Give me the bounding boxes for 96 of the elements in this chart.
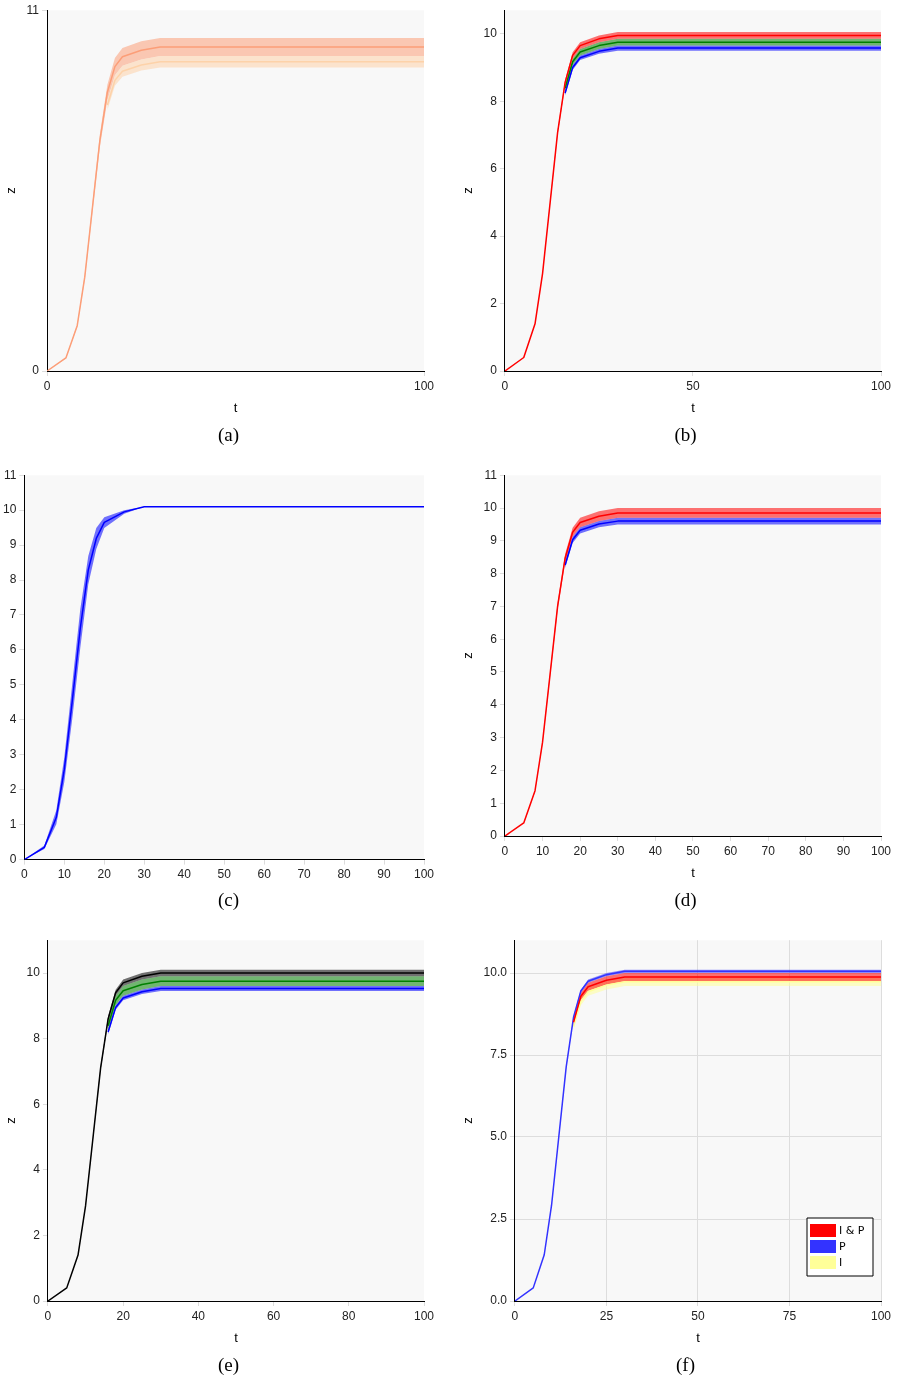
- x-tick-label: 100: [870, 1308, 892, 1323]
- y-tick-label: 9: [9, 537, 17, 552]
- y-tick-label: 8: [9, 572, 17, 587]
- x-tick-label: 100: [870, 378, 892, 393]
- y-tick-label: 3: [490, 729, 498, 744]
- x-tick-label: 100: [870, 843, 892, 858]
- y-tick-label: 5: [9, 677, 17, 692]
- y-tick-label: 9: [490, 533, 498, 548]
- x-tick-label: 25: [599, 1308, 614, 1323]
- y-tick-label: 0: [490, 828, 498, 843]
- x-tick-label: 0: [44, 1308, 52, 1323]
- x-tick-label: 100: [413, 867, 435, 882]
- y-axis-title: z: [3, 187, 19, 194]
- text: (f): [675, 1354, 696, 1376]
- y-tick-label: 0: [33, 1293, 41, 1308]
- y-tick-label: 8: [490, 565, 498, 580]
- y-tick-label: 11: [26, 2, 40, 17]
- x-axis-title: t: [234, 1329, 239, 1345]
- x-tick-label: 50: [686, 378, 700, 393]
- y-tick-label: 11: [3, 467, 17, 482]
- y-tick-label: 4: [490, 697, 498, 712]
- x-tick-label: 100: [413, 1308, 435, 1323]
- x-axis-title: t: [691, 399, 696, 415]
- y-tick-label: 6: [33, 1096, 41, 1111]
- y-axis-title: z: [460, 187, 476, 194]
- x-tick-label: 90: [377, 867, 392, 882]
- x-tick-label: 40: [177, 867, 192, 882]
- y-tick-label: 8: [490, 93, 498, 108]
- legend-label: I & P: [839, 1223, 865, 1237]
- x-tick-label: 30: [137, 867, 152, 882]
- x-tick-label: 20: [116, 1308, 131, 1323]
- x-tick-label: 90: [836, 843, 851, 858]
- x-tick-label: 40: [191, 1308, 206, 1323]
- x-axis-title: t: [696, 1329, 701, 1345]
- x-axis-title: t: [233, 399, 238, 415]
- legend-label: I: [839, 1255, 843, 1269]
- y-tick-label: 6: [490, 631, 498, 646]
- x-tick-label: 50: [686, 843, 700, 858]
- y-tick-label: 2.5: [490, 1211, 508, 1226]
- y-tick-label: 10: [483, 500, 498, 515]
- x-tick-label: 0: [43, 378, 51, 393]
- y-tick-label: 1: [490, 795, 498, 810]
- x-tick-label: 80: [342, 1308, 356, 1323]
- x-tick-label: 50: [217, 867, 232, 882]
- x-tick-label: 75: [782, 1308, 797, 1323]
- x-tick-label: 80: [337, 867, 352, 882]
- y-tick-label: 10.0: [483, 965, 508, 980]
- x-axis-title: t: [691, 864, 696, 880]
- text: (d): [673, 889, 698, 911]
- text: (a): [216, 424, 241, 446]
- y-axis-title: z: [460, 652, 476, 659]
- x-tick-label: 100: [413, 378, 435, 393]
- y-axis-title: z: [460, 1117, 476, 1124]
- y-tick-label: 2: [490, 295, 498, 310]
- y-tick-label: 7.5: [490, 1047, 508, 1062]
- x-tick-label: 60: [266, 1308, 281, 1323]
- y-tick-label: 3: [9, 747, 17, 762]
- x-tick-label: 50: [691, 1308, 705, 1323]
- x-tick-label: 0: [511, 1308, 519, 1323]
- x-tick-label: 20: [97, 867, 112, 882]
- y-axis-title: z: [3, 1117, 19, 1124]
- text: (c): [216, 889, 241, 911]
- y-tick-label: 11: [484, 467, 498, 482]
- y-tick-label: 5.0: [490, 1129, 508, 1144]
- y-tick-label: 5: [490, 664, 498, 679]
- x-tick-label: 30: [611, 843, 625, 858]
- y-tick-label: 2: [33, 1227, 41, 1242]
- x-tick-label: 10: [535, 843, 550, 858]
- x-tick-label: 20: [573, 843, 588, 858]
- x-tick-label: 70: [761, 843, 776, 858]
- y-tick-label: 0.0: [490, 1293, 508, 1308]
- y-tick-label: 2: [490, 762, 498, 777]
- y-tick-label: 1: [9, 816, 17, 831]
- y-tick-label: 6: [490, 160, 498, 175]
- y-tick-label: 4: [33, 1162, 41, 1177]
- y-tick-label: 10: [483, 26, 498, 41]
- y-tick-label: 6: [9, 642, 17, 657]
- x-tick-label: 70: [297, 867, 312, 882]
- y-tick-label: 0: [490, 363, 498, 378]
- x-tick-label: 60: [257, 867, 272, 882]
- y-tick-label: 4: [490, 228, 498, 243]
- y-tick-label: 0: [32, 363, 40, 378]
- y-tick-label: 10: [26, 965, 41, 980]
- text: (b): [673, 424, 698, 446]
- x-tick-label: 40: [648, 843, 663, 858]
- y-tick-label: 8: [33, 1030, 41, 1045]
- y-tick-label: 4: [9, 712, 17, 727]
- x-tick-label: 10: [57, 867, 72, 882]
- x-tick-label: 80: [799, 843, 813, 858]
- y-tick-label: 10: [2, 502, 17, 517]
- x-tick-label: 60: [723, 843, 738, 858]
- y-tick-label: 7: [9, 607, 17, 622]
- legend-label: P: [839, 1239, 846, 1253]
- y-tick-label: 7: [490, 598, 498, 613]
- text: (e): [216, 1354, 241, 1376]
- y-tick-label: 2: [9, 782, 17, 797]
